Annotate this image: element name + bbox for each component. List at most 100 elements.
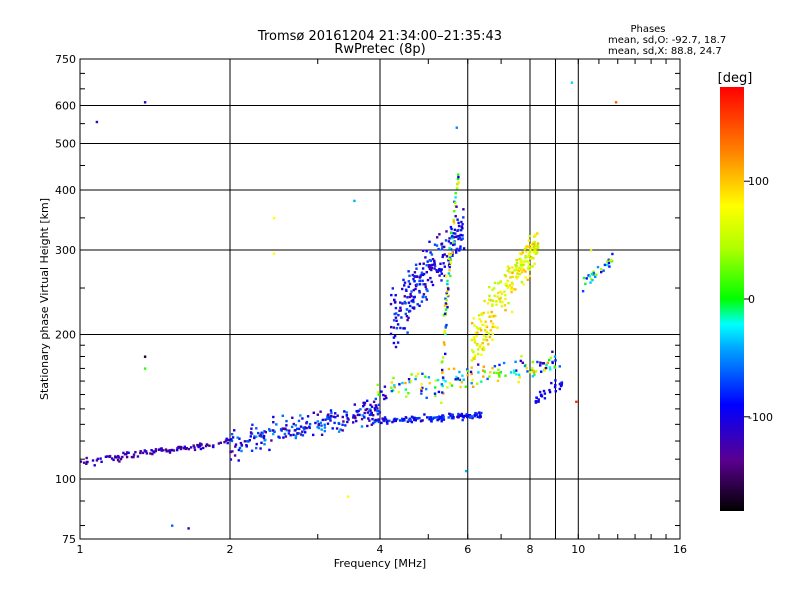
data-point — [466, 415, 469, 419]
data-point — [429, 276, 432, 280]
data-point — [230, 433, 234, 436]
data-point — [427, 265, 431, 269]
data-point — [524, 276, 527, 279]
data-point — [515, 373, 518, 376]
data-point — [456, 377, 460, 380]
data-point — [404, 416, 407, 419]
data-point — [469, 415, 472, 418]
data-point — [608, 265, 611, 268]
data-point — [329, 419, 332, 422]
data-point — [151, 452, 154, 456]
data-point — [169, 449, 172, 452]
data-point — [476, 331, 479, 334]
data-point — [480, 353, 483, 356]
data-point — [470, 372, 473, 376]
data-point — [139, 451, 142, 455]
data-point — [441, 368, 444, 372]
data-point — [284, 427, 287, 431]
data-point — [136, 455, 140, 458]
data-point — [238, 437, 241, 440]
data-point — [473, 337, 476, 340]
data-point — [501, 301, 504, 304]
data-point — [608, 259, 611, 262]
data-point — [424, 256, 427, 259]
data-point — [414, 377, 417, 381]
data-point — [554, 379, 557, 382]
data-point — [407, 301, 411, 304]
data-point — [457, 414, 460, 417]
data-point — [450, 227, 453, 231]
data-point — [115, 456, 118, 459]
data-point — [446, 386, 449, 389]
data-point — [506, 269, 509, 272]
data-point — [279, 428, 283, 431]
data-point — [536, 232, 539, 235]
x-tick-label-10: 10 — [571, 543, 585, 556]
data-point — [454, 232, 457, 235]
data-point — [462, 216, 465, 219]
data-point — [506, 279, 509, 283]
data-point — [187, 527, 190, 530]
data-point — [145, 452, 149, 455]
data-point — [509, 288, 513, 291]
data-point — [521, 267, 524, 270]
data-point — [524, 256, 527, 259]
data-point — [299, 433, 303, 436]
data-point — [412, 277, 415, 281]
data-point — [457, 412, 460, 416]
data-point — [447, 287, 450, 290]
data-point — [393, 386, 396, 389]
data-point — [233, 429, 236, 432]
data-point — [428, 416, 432, 419]
data-point — [497, 291, 500, 295]
data-point — [472, 335, 476, 339]
data-point — [392, 376, 395, 380]
data-point — [442, 341, 446, 344]
data-point — [479, 344, 482, 347]
data-point — [490, 315, 493, 318]
x-tick-label-1: 1 — [77, 543, 84, 556]
data-point — [454, 201, 457, 205]
data-point — [605, 263, 609, 267]
data-point — [338, 422, 341, 425]
data-point — [441, 391, 444, 394]
data-point — [410, 299, 414, 302]
data-point — [570, 81, 574, 84]
data-point — [512, 288, 515, 291]
data-point — [498, 375, 501, 378]
data-point — [380, 390, 383, 393]
data-point — [413, 417, 416, 420]
data-point — [548, 390, 552, 394]
data-point — [611, 252, 614, 256]
data-point — [326, 416, 329, 419]
data-point — [199, 447, 203, 451]
data-point — [452, 236, 455, 239]
data-point — [416, 372, 420, 375]
data-point — [528, 250, 532, 253]
data-point — [525, 367, 528, 370]
data-point — [486, 302, 490, 305]
data-point — [461, 223, 464, 226]
data-point — [496, 379, 500, 382]
data-point — [329, 416, 332, 419]
data-point — [457, 237, 460, 241]
data-point — [461, 374, 464, 377]
data-point — [170, 448, 174, 452]
data-point — [396, 323, 400, 326]
data-point — [514, 266, 518, 269]
data-point — [341, 415, 344, 419]
data-point — [366, 424, 369, 428]
data-point — [437, 416, 440, 419]
data-point — [445, 275, 448, 278]
data-point — [452, 218, 455, 222]
data-point — [408, 282, 412, 286]
data-point — [458, 236, 462, 239]
data-point — [592, 273, 595, 276]
data-point — [591, 279, 594, 282]
data-point — [594, 275, 597, 278]
data-point — [268, 448, 271, 452]
data-point — [407, 285, 410, 288]
data-point — [285, 429, 289, 432]
data-point — [459, 413, 462, 417]
data-point — [270, 439, 273, 442]
